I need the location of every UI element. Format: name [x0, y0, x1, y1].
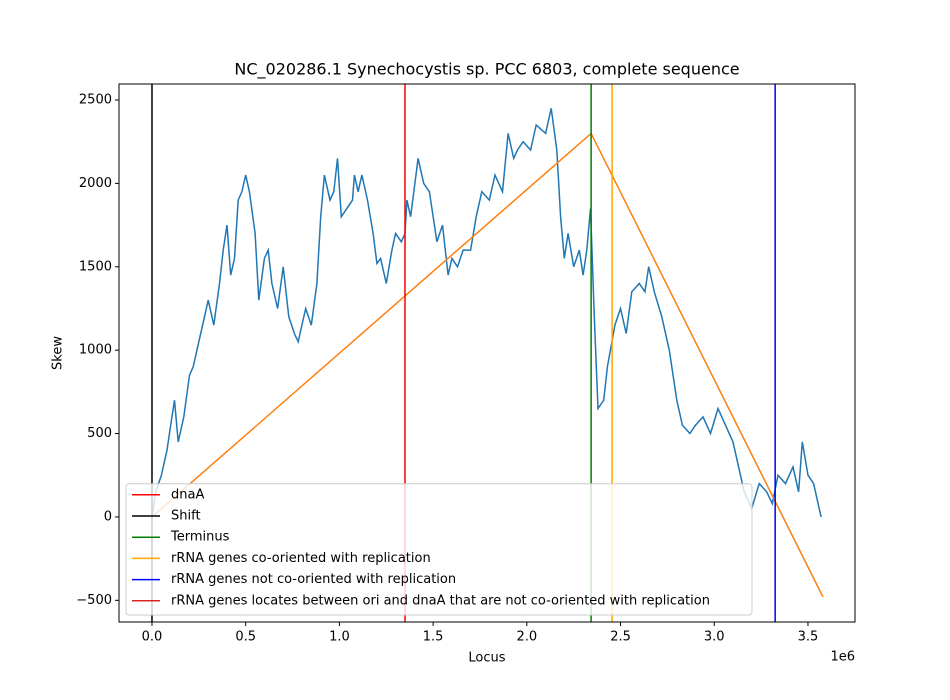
x-tick-label: 3.0 [704, 630, 725, 645]
y-tick-label: 500 [87, 426, 112, 441]
y-tick-label: 2000 [79, 176, 112, 191]
chart-title: NC_020286.1 Synechocystis sp. PCC 6803, … [234, 60, 739, 80]
series-line [151, 108, 822, 518]
axes-frame [118, 83, 856, 623]
y-tick-label: 1000 [79, 343, 112, 358]
y-tick-label: −500 [76, 593, 112, 608]
legend-label: rRNA genes not co-oriented with replicat… [171, 572, 456, 587]
x-tick-label: 1.0 [329, 630, 350, 645]
legend-label: Shift [171, 509, 201, 524]
x-axis-label: Locus [468, 651, 505, 666]
legend: dnaA Shift Terminus rRNA genes co-oriented … [125, 483, 753, 616]
x-tick-label: 0.0 [142, 630, 163, 645]
legend-label: Terminus [170, 530, 230, 545]
y-axis-label: Skew [51, 336, 66, 370]
x-tick-label: 2.0 [516, 630, 537, 645]
x-tick-label: 1.5 [423, 630, 444, 645]
legend-label: rRNA genes co-oriented with replication [171, 551, 431, 566]
y-tick-label: 2500 [79, 93, 112, 108]
legend-label: dnaA [171, 487, 204, 502]
legend-box [125, 483, 753, 616]
x-tick-label: 2.5 [610, 630, 631, 645]
plot-area [151, 84, 824, 622]
x-tick-label: 3.5 [798, 630, 819, 645]
legend-label: rRNA genes locates between ori and dnaA … [171, 593, 710, 608]
x-tick-label: 0.5 [235, 630, 256, 645]
y-tick-label: 1500 [79, 259, 112, 274]
x-offset-label: 1e6 [830, 650, 855, 665]
y-tick-label: 0 [104, 509, 112, 524]
